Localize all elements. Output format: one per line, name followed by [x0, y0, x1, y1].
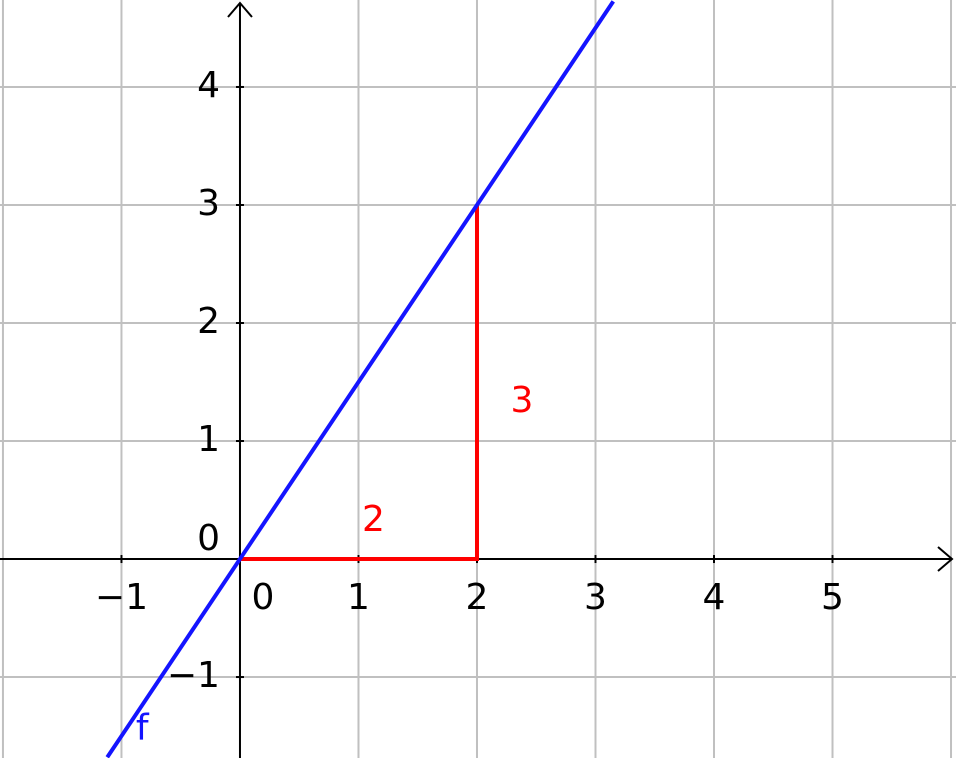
x-tick-label: −1 [95, 577, 148, 618]
y-tick-label: 4 [197, 65, 220, 106]
y-tick-label: 3 [197, 183, 220, 224]
rise-label: 3 [511, 380, 534, 421]
y-tick-label: 1 [197, 419, 220, 460]
function-line [105, 0, 615, 758]
slope-triangle [239, 204, 479, 562]
y-tick-label: 2 [197, 301, 220, 342]
y-axis-arrow [227, 1, 253, 18]
y-tick-label: −1 [167, 655, 220, 696]
x-tick-label: 0 [252, 577, 275, 618]
x-tick-label: 4 [703, 577, 726, 618]
x-axis-arrow [937, 546, 954, 572]
x-tick-label: 1 [347, 577, 370, 618]
function-name: f [136, 707, 150, 748]
y-tick-label: 0 [197, 518, 220, 559]
x-tick-label: 5 [821, 577, 844, 618]
x-tick-label: 3 [584, 577, 607, 618]
run-label: 2 [362, 499, 385, 540]
marks: 2 3 f [105, 0, 615, 758]
x-tick-label: 2 [466, 577, 489, 618]
